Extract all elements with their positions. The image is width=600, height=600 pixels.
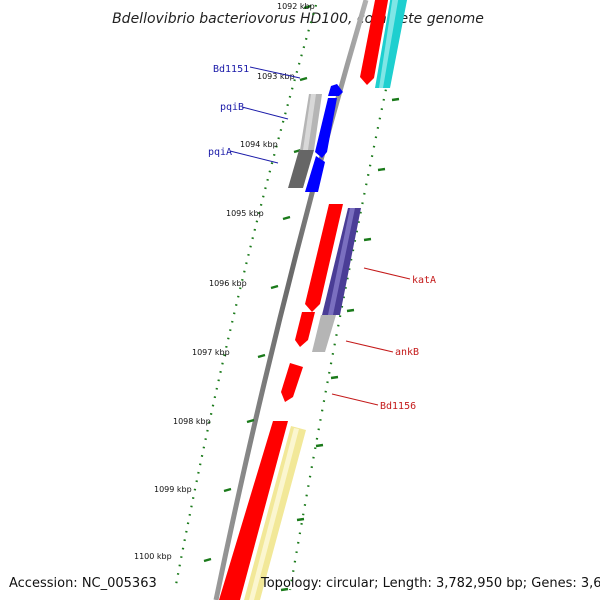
label-leader-line — [229, 150, 279, 164]
gene-label-kata[interactable]: katA — [412, 275, 436, 286]
strand-tick-mark — [296, 517, 305, 522]
gene-feature-kata-highlight[interactable] — [328, 208, 355, 315]
strand-tick-mark — [391, 97, 400, 102]
gene-feature-red-kata-strand1[interactable] — [305, 204, 343, 312]
kbp-tick-mark — [257, 353, 266, 359]
label-leader-line — [345, 340, 394, 353]
kbp-ticks: 1092 kbp 1093 kbp 1094 kbp 1095 kbp 1096 kbp… — [134, 2, 315, 563]
gene-feature-bd1156[interactable] — [281, 363, 303, 402]
gene-label-bd1151[interactable]: Bd1151 — [213, 64, 249, 75]
kbp-tick-mark — [270, 284, 279, 290]
gene-feature-pqia[interactable] — [305, 156, 325, 192]
gene-feature-red-small-1[interactable] — [295, 312, 315, 347]
kbp-tick-mark — [282, 215, 291, 221]
kbp-tick-mark — [203, 557, 212, 563]
kbp-tick-mark — [246, 418, 255, 424]
strand-tick-mark — [330, 375, 339, 380]
label-leader-line — [241, 106, 289, 120]
gene-feature-grey-pqia[interactable] — [288, 150, 314, 188]
kbp-tick-mark — [299, 76, 308, 82]
kbp-tick-label: 1092 kbp — [277, 2, 315, 11]
gene-features — [219, 0, 408, 600]
label-leader-line — [249, 66, 301, 79]
gene-label-bd1156[interactable]: Bd1156 — [380, 401, 416, 412]
outer-tick-marks — [280, 97, 400, 592]
kbp-tick-label: 1100 kbp — [134, 552, 172, 561]
kbp-tick-label: 1096 kbp — [209, 279, 247, 288]
kbp-tick-label: 1094 kbp — [240, 140, 278, 149]
gene-feature-cyan-highlight[interactable] — [379, 0, 399, 88]
strand-tick-mark — [315, 443, 324, 448]
strand-tick-mark — [377, 167, 386, 172]
kbp-tick-mark — [223, 487, 232, 493]
kbp-tick-label: 1099 kbp — [154, 485, 192, 494]
gene-feature-red-top[interactable] — [360, 0, 389, 85]
label-leader-line — [331, 393, 379, 406]
gene-feature-grey-pqib-light[interactable] — [303, 94, 316, 150]
map-title: Bdellovibrio bacteriovorus HD100, comple… — [112, 11, 484, 27]
gene-label-pqib[interactable]: pqiB — [220, 102, 244, 113]
kbp-tick-label: 1097 kbp — [192, 348, 230, 357]
label-leaders — [229, 66, 411, 406]
kbp-tick-label: 1093 kbp — [257, 72, 295, 81]
gene-label-ankb[interactable]: ankB — [395, 347, 419, 358]
kbp-tick-label: 1098 kbp — [173, 417, 211, 426]
label-leader-line — [363, 267, 411, 280]
strand-tick-mark — [280, 587, 289, 592]
genome-backbone — [213, 0, 369, 600]
strand-tick-mark — [346, 308, 355, 313]
strand-tick-mark — [363, 237, 372, 242]
gene-feature-red-lower[interactable] — [219, 421, 288, 600]
topology-text: Topology: circular; Length: 3,782,950 bp… — [260, 576, 600, 591]
gene-feature-bd1151[interactable] — [328, 84, 343, 96]
gene-feature-grey-ankb[interactable] — [312, 315, 336, 352]
kbp-tick-label: 1095 kbp — [226, 209, 264, 218]
gene-feature-pqib[interactable] — [315, 98, 337, 158]
gene-label-pqia[interactable]: pqiA — [208, 147, 232, 158]
gene-feature-yellow-highlight[interactable] — [249, 428, 299, 600]
kbp-tick-mark — [303, 4, 312, 10]
accession-text: Accession: NC_005363 — [9, 576, 157, 591]
ruler-track — [173, 4, 318, 591]
